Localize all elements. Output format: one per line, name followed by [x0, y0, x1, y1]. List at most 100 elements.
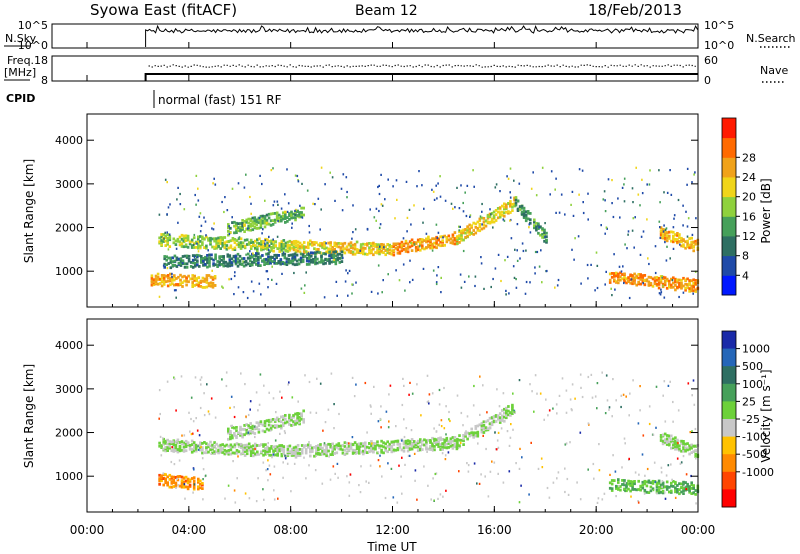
power-cell [516, 223, 519, 226]
power-cell [247, 228, 250, 232]
velocity-cell [453, 439, 457, 442]
power-cell [189, 277, 192, 281]
velocity-cell [655, 385, 658, 388]
velocity-cell [621, 479, 624, 482]
velocity-cell [445, 446, 449, 450]
velocity-cell [160, 444, 163, 447]
power-cell [162, 283, 166, 286]
power-cell [506, 175, 508, 178]
power-cell [169, 276, 172, 280]
velocity-cell [207, 443, 210, 447]
velocity-cell [643, 488, 647, 492]
power-cell [266, 244, 269, 247]
power-cell [514, 248, 516, 251]
velocity-cell [489, 470, 492, 473]
velocity-cell [615, 495, 617, 498]
velocity-cell [209, 440, 212, 444]
power-cell [378, 226, 381, 229]
power-cell [197, 244, 200, 248]
power-cell [294, 250, 298, 254]
velocity-cell [660, 466, 663, 469]
power-cell [459, 225, 461, 228]
power-cell [184, 234, 188, 238]
power-cell [396, 248, 400, 252]
power-cell [502, 218, 505, 221]
velocity-cell [682, 443, 685, 447]
power-cell [203, 286, 207, 289]
velocity-cell [308, 380, 311, 384]
power-cell [587, 277, 589, 280]
power-cell [678, 240, 681, 243]
velocity-cell [674, 496, 677, 499]
velocity-cell [332, 465, 335, 468]
velocity-cell [314, 469, 317, 472]
power-cell [516, 249, 518, 252]
power-cell [245, 227, 248, 231]
power-cell [226, 254, 230, 258]
power-cell [494, 213, 498, 216]
power-cell [520, 206, 524, 210]
power-cell [257, 255, 260, 259]
velocity-cell [444, 454, 447, 457]
velocity-cell [192, 443, 196, 447]
power-cell [289, 253, 293, 257]
power-cell [637, 193, 640, 196]
power-cell [280, 207, 283, 210]
power-cell [233, 238, 237, 241]
velocity-cell [168, 473, 172, 477]
power-cell [659, 293, 662, 296]
power-cell [284, 244, 288, 248]
velocity-cell [591, 396, 594, 399]
power-cell [231, 221, 234, 224]
velocity-cell [453, 445, 457, 448]
velocity-cell [308, 441, 310, 444]
velocity-cell [541, 466, 544, 469]
velocity-cell [311, 446, 314, 450]
velocity-cell [380, 448, 383, 452]
velocity-cell [176, 438, 180, 442]
power-cell [329, 248, 332, 252]
power-cell [333, 258, 335, 261]
velocity-cell [498, 421, 502, 424]
power-cell [423, 239, 426, 242]
power-cell [182, 237, 186, 241]
velocity-cell [617, 478, 620, 481]
velocity-cell [398, 464, 400, 467]
velocity-cell [414, 479, 416, 482]
velocity-cell [695, 457, 697, 460]
power-cell [287, 254, 291, 257]
power-cell [207, 249, 209, 252]
power-cell [315, 262, 317, 265]
velocity-cell [649, 481, 653, 485]
power-cell [382, 279, 384, 282]
power-cell [248, 259, 252, 263]
velocity-cell [503, 411, 506, 415]
power-cell [492, 214, 496, 218]
power-cell [665, 286, 669, 290]
power-cell [247, 221, 250, 225]
velocity-cell [172, 440, 174, 443]
velocity-cell [233, 426, 236, 430]
power-cell [320, 254, 323, 258]
velocity-cell [676, 438, 679, 442]
power-cell [198, 265, 201, 268]
velocity-cell [678, 447, 681, 451]
power-cell [496, 207, 500, 210]
velocity-cell [247, 413, 250, 417]
power-cell [481, 210, 483, 213]
velocity-cell [268, 447, 271, 450]
velocity-cell [239, 446, 243, 449]
power-cell [261, 254, 264, 257]
power-cell [678, 281, 681, 285]
power-cell [270, 239, 273, 243]
velocity-cell [268, 450, 271, 453]
velocity-cell [620, 394, 623, 397]
power-cell [631, 282, 634, 286]
power-cell [370, 243, 373, 247]
power-cell [518, 208, 522, 211]
power-cell [329, 243, 332, 246]
velocity-cell [275, 411, 277, 414]
power-cell [441, 239, 444, 243]
power-cell [324, 183, 326, 186]
power-cell [381, 204, 384, 207]
